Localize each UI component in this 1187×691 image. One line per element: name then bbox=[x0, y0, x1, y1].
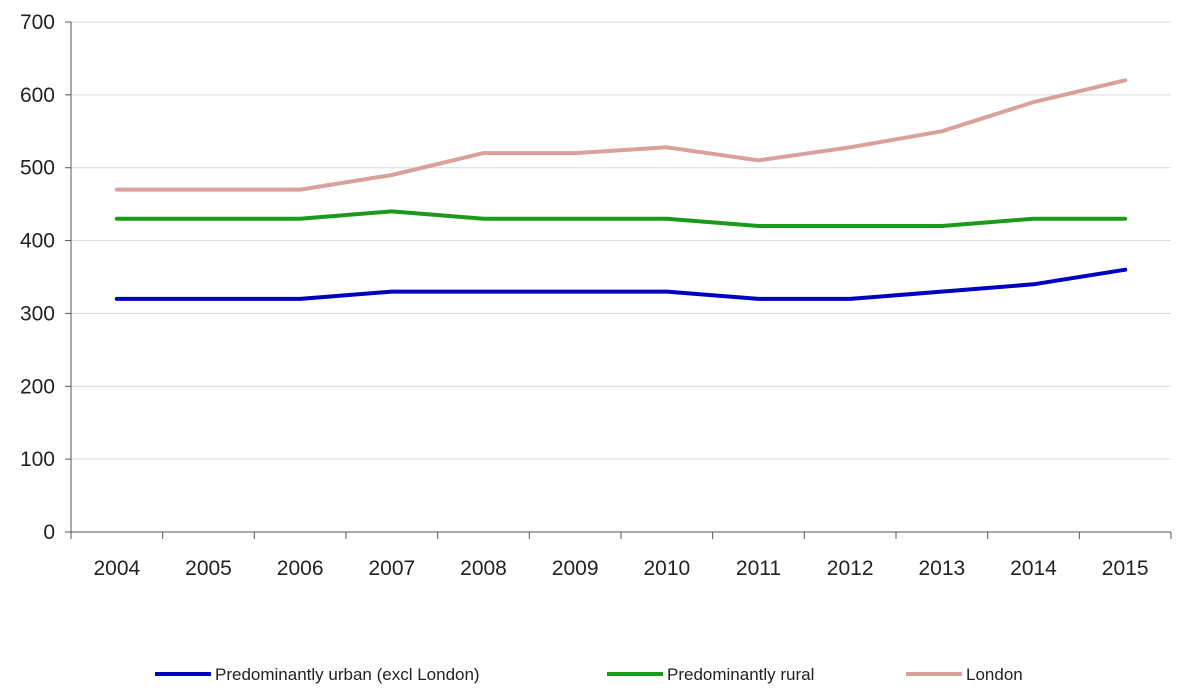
y-tick-label: 600 bbox=[20, 84, 55, 107]
gridlines bbox=[71, 21, 1171, 460]
series-line bbox=[114, 267, 1128, 301]
legend-label: Predominantly urban (excl London) bbox=[215, 665, 480, 684]
x-tick-label: 2007 bbox=[368, 557, 415, 580]
series-lines bbox=[114, 78, 1128, 301]
x-tick-label: 2014 bbox=[1010, 557, 1057, 580]
x-tick-label: 2005 bbox=[185, 557, 232, 580]
y-tick-label: 400 bbox=[20, 230, 55, 253]
y-tick-label: 100 bbox=[20, 448, 55, 471]
y-tick-label: 0 bbox=[43, 521, 55, 544]
x-tick-label: 2012 bbox=[827, 557, 874, 580]
x-tick-label: 2010 bbox=[643, 557, 690, 580]
x-tick-label: 2015 bbox=[1102, 557, 1149, 580]
x-tick-label: 2004 bbox=[93, 557, 140, 580]
series-line bbox=[114, 78, 1128, 192]
legend: Predominantly urban (excl London) Predomi… bbox=[155, 665, 1023, 684]
x-tick-label: 2013 bbox=[918, 557, 965, 580]
x-tick-label: 2008 bbox=[460, 557, 507, 580]
x-tick-label: 2011 bbox=[736, 557, 781, 580]
y-tick-label: 300 bbox=[20, 302, 55, 325]
legend-label: Predominantly rural bbox=[667, 665, 814, 684]
x-tick-label: 2009 bbox=[552, 557, 599, 580]
y-tick-label: 700 bbox=[20, 11, 55, 34]
x-tick-label: 2006 bbox=[277, 557, 324, 580]
y-tick-label: 200 bbox=[20, 375, 55, 398]
y-axis-tick-labels: 0 100 200 300 400 500 600 700 bbox=[20, 11, 55, 544]
series-line bbox=[114, 209, 1128, 228]
x-axis-tick-labels: 2004 2005 2006 2007 2008 2009 2010 2011 2012 2013… bbox=[93, 557, 1148, 580]
legend-label: London bbox=[966, 665, 1023, 684]
y-tick-label: 500 bbox=[20, 157, 55, 180]
axes bbox=[65, 21, 1172, 539]
